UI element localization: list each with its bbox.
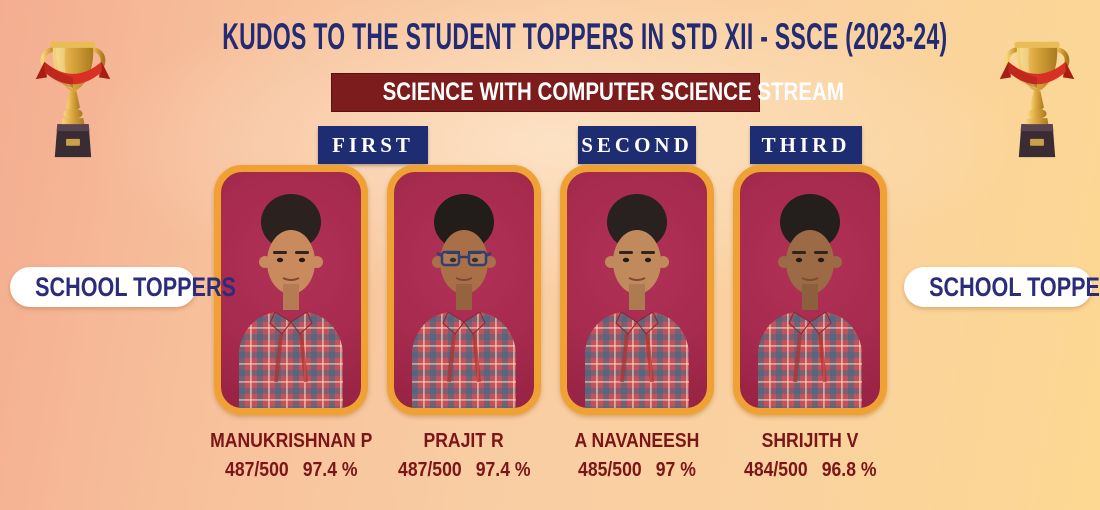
student-card	[733, 165, 887, 415]
student-score: 487/500 97.4 %	[397, 459, 531, 481]
student-name: SHRIJITH V	[761, 430, 859, 452]
stream-banner: SCIENCE WITH COMPUTER SCIENCE STREAM	[331, 73, 844, 112]
page-title: KUDOS TO THE STUDENT TOPPERS IN STD XII …	[222, 16, 948, 57]
trophy-icon	[999, 41, 1075, 158]
school-toppers-pill-left: SCHOOL TOPPERS	[10, 267, 236, 307]
student-name: A NAVANEESH	[574, 430, 700, 452]
student-name: MANUKRISHNAN P	[209, 430, 373, 452]
student-photo	[239, 194, 343, 408]
rank-badge-second: SECOND	[578, 126, 696, 164]
student-card	[560, 165, 714, 415]
student-score: 485/500 97 %	[578, 459, 696, 481]
student-card	[214, 165, 368, 415]
rank-badge-first: FIRST	[318, 126, 428, 164]
student-card	[387, 165, 541, 415]
rank-badge-third: THIRD	[750, 126, 862, 164]
student-score: 487/500 97.4 %	[224, 459, 358, 481]
student-photo	[585, 194, 689, 408]
student-score: 484/500 96.8 %	[743, 459, 877, 481]
student-photo	[758, 194, 862, 408]
trophy-icon	[35, 41, 111, 158]
student-name: PRAJIT R	[423, 430, 505, 452]
school-toppers-pill-right: SCHOOL TOPPERS	[904, 267, 1100, 307]
student-photo	[412, 194, 516, 408]
